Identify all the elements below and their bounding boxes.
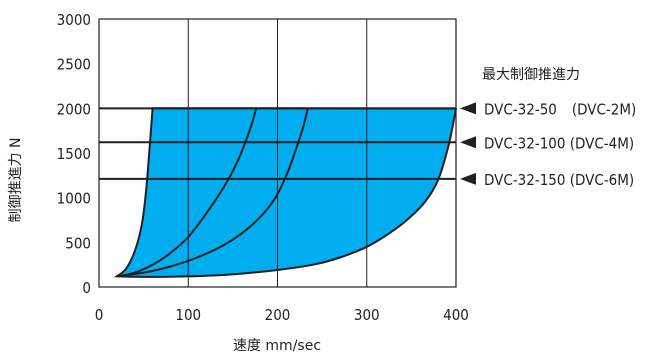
thrust-curve-1 — [116, 108, 258, 278]
x-tick-label: 0 — [95, 306, 104, 324]
x-axis-label: 速度 mm/sec — [233, 338, 321, 354]
pointer-arrow-icon — [460, 172, 476, 185]
y-tick-label: 2500 — [57, 56, 91, 74]
y-tick-label: 500 — [65, 234, 91, 252]
pointer-arrow-icon — [460, 102, 476, 115]
x-tick-label: 300 — [354, 306, 380, 324]
operating-region-area — [114, 107, 457, 278]
legend-title: 最大制御推進力 — [482, 67, 580, 83]
x-tick-label: 400 — [443, 306, 469, 324]
y-tick-label: 2000 — [57, 100, 91, 118]
x-tick-label: 200 — [265, 306, 291, 324]
thrust-line-label: DVC-32-100 (DVC-4M) — [484, 134, 634, 152]
thrust-curve-2 — [116, 108, 309, 278]
y-tick-label: 3000 — [57, 11, 91, 29]
y-tick-label: 0 — [82, 279, 91, 297]
y-tick-label: 1000 — [57, 190, 91, 208]
plot-frame — [98, 18, 457, 288]
x-tick-label: 100 — [175, 306, 201, 324]
thrust-line-label: DVC-32-150 (DVC-6M) — [484, 171, 634, 189]
thrust-line-label: DVC-32-50 (DVC-2M) — [484, 100, 636, 118]
pointer-arrow-icon — [460, 136, 476, 149]
y-axis-label: 制御推進力 N — [8, 138, 24, 223]
y-tick-label: 1500 — [57, 145, 91, 163]
